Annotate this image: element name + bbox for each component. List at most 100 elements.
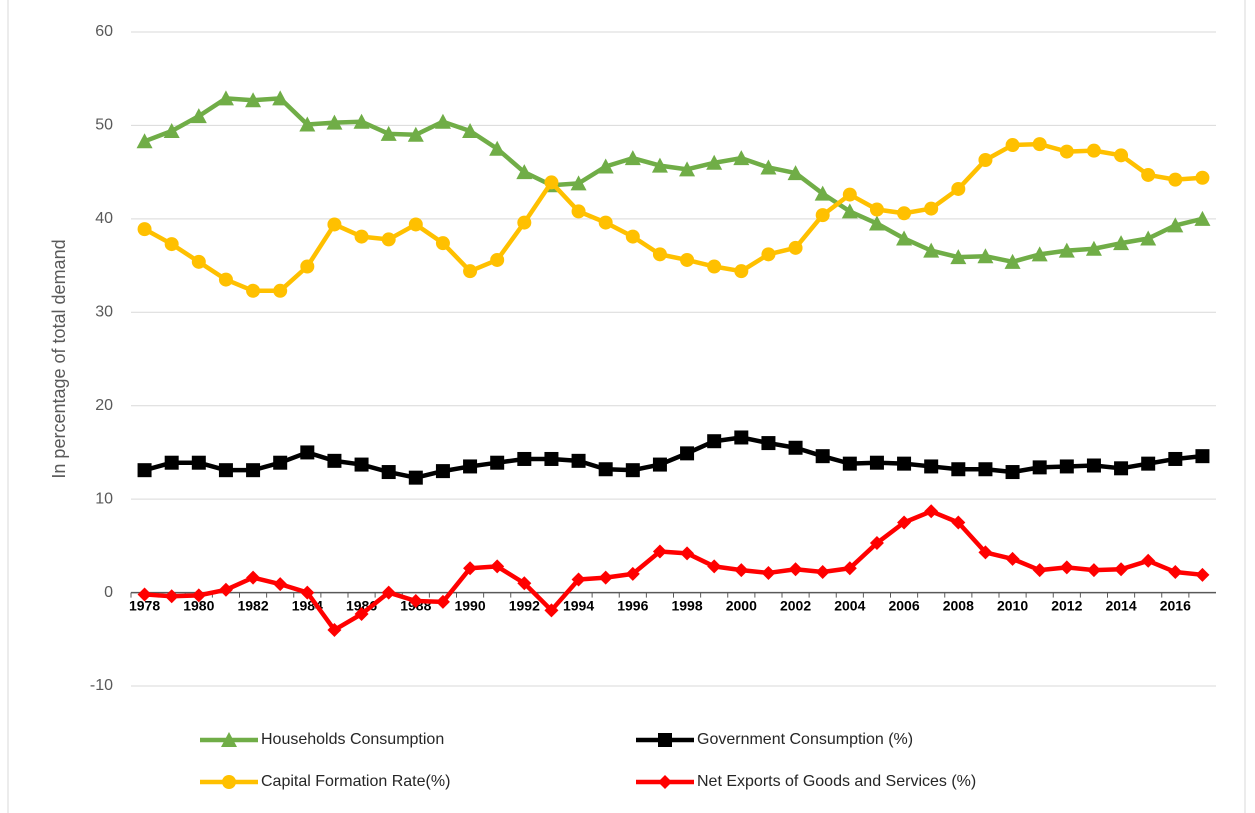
data-point (734, 563, 749, 578)
data-point (760, 159, 777, 175)
legend-marker (658, 733, 672, 747)
data-point (1058, 242, 1075, 258)
legend-marker (221, 732, 237, 747)
x-tick-label: 1996 (617, 597, 648, 613)
data-point (897, 456, 912, 471)
data-point (1114, 461, 1129, 476)
data-point (191, 455, 206, 470)
x-tick-label: 2006 (888, 597, 919, 613)
data-point (923, 242, 940, 258)
data-point (544, 451, 559, 466)
data-point (517, 215, 532, 230)
data-point (1085, 240, 1102, 256)
data-point (977, 248, 994, 264)
data-point (1086, 458, 1101, 473)
data-point (272, 90, 289, 106)
data-point (489, 140, 506, 156)
x-tick-label: 2000 (726, 597, 757, 613)
data-point (897, 206, 912, 221)
data-point (1168, 451, 1183, 466)
x-tick-label: 1990 (454, 597, 485, 613)
data-point (1168, 565, 1183, 580)
series-line (143, 141, 1203, 294)
data-point (435, 236, 450, 251)
data-point (300, 585, 315, 600)
series-line (143, 435, 1203, 480)
data-point (652, 544, 667, 559)
data-point (707, 259, 722, 274)
legend-label: Households Consumption (261, 731, 444, 748)
y-axis-title: In percentage of total demand (49, 239, 69, 478)
data-point (408, 593, 423, 608)
x-tick-label: 2008 (943, 597, 974, 613)
data-point (300, 259, 315, 274)
data-point (218, 582, 233, 597)
data-point (951, 515, 966, 530)
x-tick-label: 2004 (834, 597, 865, 613)
data-point (1114, 562, 1129, 577)
data-point (951, 462, 966, 477)
data-point (490, 559, 505, 574)
data-point (842, 561, 857, 576)
data-point (869, 202, 884, 217)
data-point (951, 181, 966, 196)
data-point (1168, 172, 1183, 187)
data-point (407, 126, 424, 142)
data-point (815, 565, 830, 580)
data-point (490, 252, 505, 267)
data-point (246, 570, 261, 585)
y-tick-label: -10 (90, 677, 113, 694)
x-tick-label: 1992 (509, 597, 540, 613)
x-tick-label: 2002 (780, 597, 811, 613)
x-tick-label: 2014 (1105, 597, 1136, 613)
data-point (598, 570, 613, 585)
data-point (517, 576, 532, 591)
data-point (625, 463, 640, 478)
data-point (652, 247, 667, 262)
data-point (815, 208, 830, 223)
data-point (625, 566, 640, 581)
series-line (144, 509, 1203, 633)
data-point (788, 240, 803, 255)
x-tick-label: 2016 (1160, 597, 1191, 613)
data-point (381, 585, 396, 600)
data-point (761, 436, 776, 451)
data-point (652, 457, 667, 472)
chart-frame (7, 0, 1246, 813)
x-tick-label: 1978 (129, 597, 160, 613)
data-point (1032, 137, 1047, 152)
data-point (869, 455, 884, 470)
data-point (869, 536, 884, 551)
data-point (571, 204, 586, 219)
data-point (897, 515, 912, 530)
data-point (679, 161, 696, 177)
data-point (896, 230, 913, 246)
data-point (1141, 553, 1156, 568)
data-point (1114, 148, 1129, 163)
data-point (137, 222, 152, 237)
data-point (570, 175, 587, 191)
data-point (462, 123, 479, 139)
data-point (842, 187, 857, 202)
data-point (463, 459, 478, 474)
data-point (1194, 210, 1211, 226)
data-point (273, 577, 288, 592)
data-point (273, 455, 288, 470)
data-point (354, 229, 369, 244)
data-point (842, 456, 857, 471)
data-point (190, 108, 207, 124)
data-point (164, 589, 179, 604)
data-point (680, 446, 695, 461)
data-point (1195, 170, 1210, 185)
data-point (868, 215, 885, 231)
data-point (1195, 567, 1210, 582)
data-point (598, 462, 613, 477)
data-point (978, 462, 993, 477)
legend-marker (658, 775, 672, 789)
data-point (788, 440, 803, 455)
data-point (273, 283, 288, 298)
data-point (218, 463, 233, 478)
x-tick-label: 2010 (997, 597, 1028, 613)
data-point (978, 545, 993, 560)
data-point (1195, 449, 1210, 464)
